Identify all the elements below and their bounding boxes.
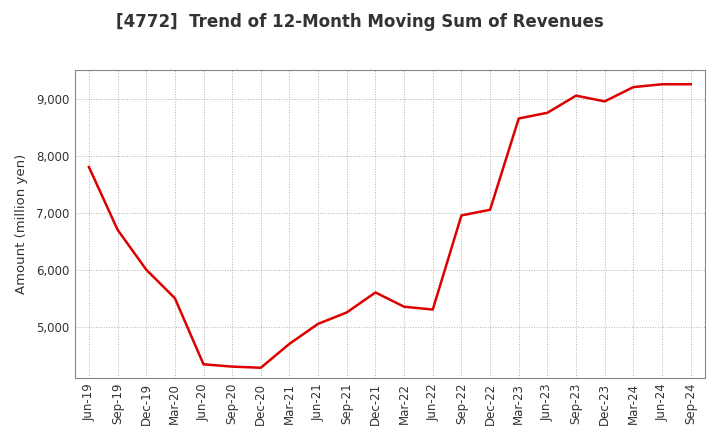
Y-axis label: Amount (million yen): Amount (million yen)	[15, 154, 28, 294]
Text: [4772]  Trend of 12-Month Moving Sum of Revenues: [4772] Trend of 12-Month Moving Sum of R…	[116, 13, 604, 31]
